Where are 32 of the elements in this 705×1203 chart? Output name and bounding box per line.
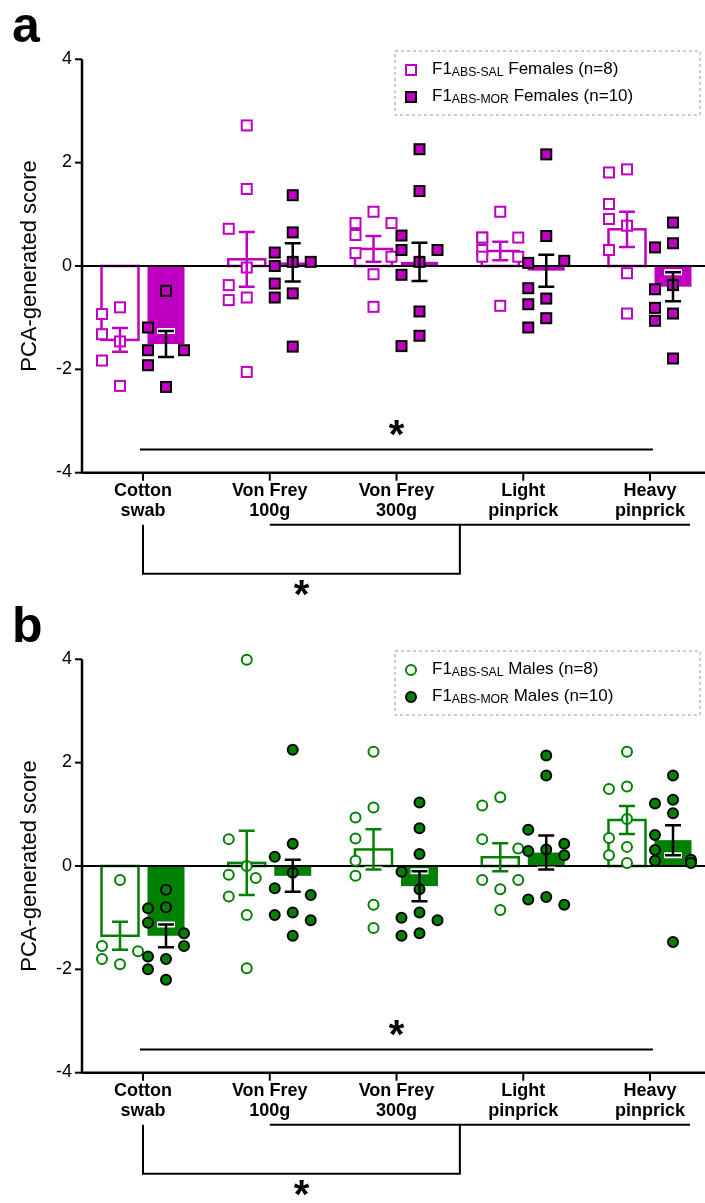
y-tick-label: -4 [55, 1061, 72, 1082]
y-tick-label: -4 [55, 461, 72, 482]
chart-title: a [12, 0, 41, 53]
x-tick-label: Cotton swab [114, 479, 172, 520]
x-tick-label: Von Frey 100g [231, 479, 308, 520]
y-tick-label: 4 [61, 48, 72, 69]
y-tick-label: 4 [61, 648, 72, 669]
x-tick-label: Light pinprick [488, 479, 560, 520]
y-tick-label: -2 [55, 958, 72, 979]
annotation: * [388, 1011, 405, 1056]
annotation: * [388, 411, 405, 456]
y-axis-title: PCA-generated score [15, 760, 41, 972]
y-tick-label: 2 [61, 151, 72, 172]
y-tick-label: 0 [61, 854, 72, 875]
text: * [293, 571, 310, 616]
y-tick-label: -2 [55, 358, 72, 379]
y-axis-title: PCA-generated score [15, 160, 41, 372]
x-tick-label: Von Frey 300g [358, 479, 435, 520]
x-tick-label: Cotton swab [114, 1079, 172, 1120]
legend-label: F1$_{ABS-MOR}$ Females (n=10) [432, 86, 634, 107]
y-tick-label: 2 [61, 751, 72, 772]
legend-label: F1$_{ABS-SAL}$ Females (n=8) [432, 59, 619, 80]
x-tick-label: Von Frey 300g [358, 1079, 435, 1120]
legend-label: F1$_{ABS-SAL}$ Males (n=8) [432, 659, 599, 680]
text: * [293, 1171, 310, 1203]
x-tick-label: Heavy pinprick [614, 1079, 686, 1120]
x-tick-label: Von Frey 100g [231, 1079, 308, 1120]
y-tick-label: 0 [61, 254, 72, 275]
legend-label: F1$_{ABS-MOR}$ Males (n=10) [432, 686, 614, 707]
chart-title: b [12, 597, 43, 653]
x-tick-label: Heavy pinprick [614, 479, 686, 520]
x-tick-label: Light pinprick [488, 1079, 560, 1120]
